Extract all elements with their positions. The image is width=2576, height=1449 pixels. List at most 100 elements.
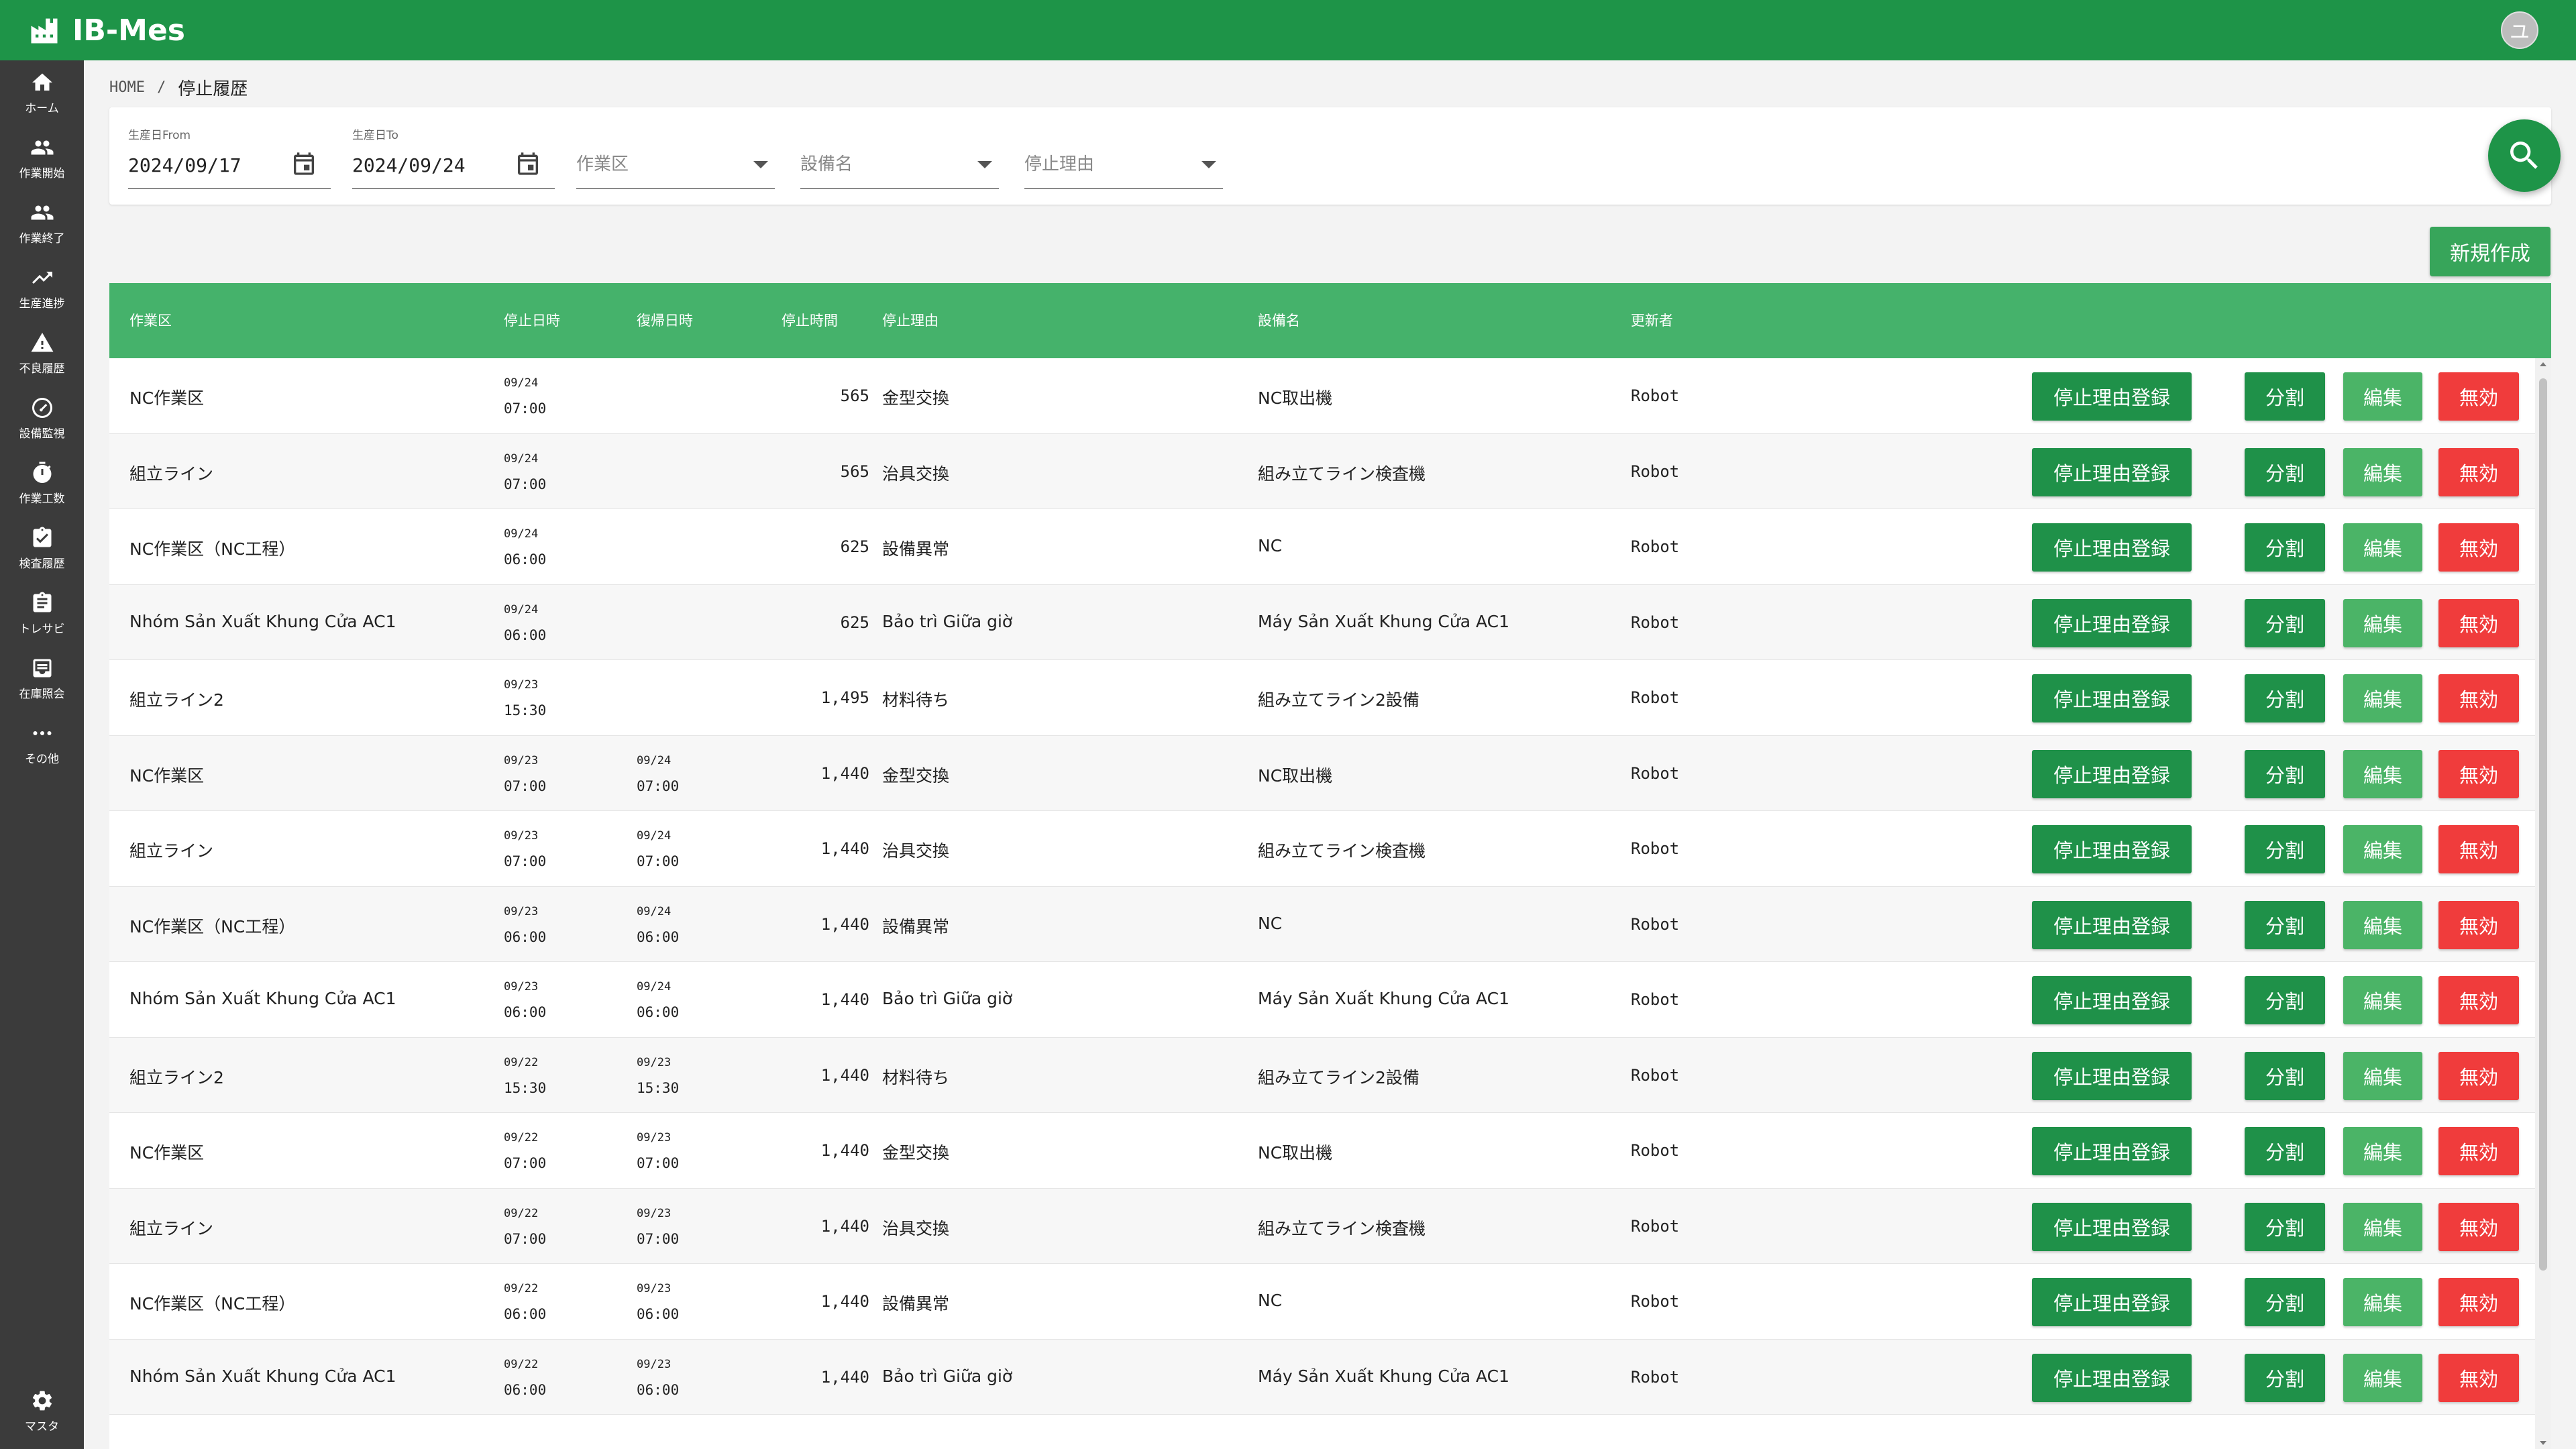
split-button[interactable]: 分割 [2245, 1353, 2325, 1402]
register-reason-button[interactable]: 停止理由登録 [2032, 1353, 2192, 1402]
register-reason-button[interactable]: 停止理由登録 [2032, 523, 2192, 572]
sidebar-item-master[interactable]: マスタ [0, 1379, 84, 1444]
column-header-stop-time[interactable]: 停止日時 [504, 313, 560, 329]
void-button[interactable]: 無効 [2438, 825, 2519, 873]
date-from-field[interactable]: 生産日From 2024/09/17 [128, 122, 331, 189]
calendar-icon[interactable] [290, 150, 317, 177]
calendar-icon[interactable] [515, 150, 541, 177]
sidebar-item-work-end[interactable]: 作業終了 [0, 191, 84, 256]
cell-recover-date: 09/23 [637, 1131, 672, 1144]
register-reason-button[interactable]: 停止理由登録 [2032, 749, 2192, 798]
void-button[interactable]: 無効 [2438, 1051, 2519, 1100]
void-button[interactable]: 無効 [2438, 674, 2519, 722]
edit-button[interactable]: 編集 [2343, 900, 2422, 949]
split-button[interactable]: 分割 [2245, 1278, 2325, 1326]
register-reason-button[interactable]: 停止理由登録 [2032, 1202, 2192, 1251]
void-button[interactable]: 無効 [2438, 447, 2519, 496]
app-logo[interactable]: IB-Mes [27, 13, 185, 48]
cell-reason: 治具交換 [882, 464, 950, 484]
search-button[interactable] [2488, 119, 2561, 192]
split-button[interactable]: 分割 [2245, 1051, 2325, 1100]
user-avatar[interactable]: ユ [2501, 11, 2538, 49]
split-button[interactable]: 分割 [2245, 598, 2325, 647]
split-button[interactable]: 分割 [2245, 1127, 2325, 1175]
column-header-duration[interactable]: 停止時間 [782, 313, 838, 329]
cell-stop-date: 09/23 [504, 829, 539, 843]
date-from-value[interactable]: 2024/09/17 [128, 154, 241, 176]
edit-button[interactable]: 編集 [2343, 976, 2422, 1024]
equipment-select[interactable]: 設備名 [800, 122, 999, 189]
edit-button[interactable]: 編集 [2343, 749, 2422, 798]
date-to-field[interactable]: 生産日To 2024/09/24 [352, 122, 555, 189]
split-button[interactable]: 分割 [2245, 523, 2325, 572]
column-header-reason[interactable]: 停止理由 [882, 313, 938, 329]
sidebar-item-work-start[interactable]: 作業開始 [0, 125, 84, 191]
new-create-button[interactable]: 新規作成 [2430, 227, 2551, 276]
split-button[interactable]: 分割 [2245, 749, 2325, 798]
scroll-down-arrow-icon[interactable] [2540, 1441, 2546, 1445]
sidebar-item-production-progress[interactable]: 生産進捗 [0, 256, 84, 321]
column-header-equipment[interactable]: 設備名 [1258, 313, 1300, 329]
void-button[interactable]: 無効 [2438, 976, 2519, 1024]
sidebar-item-equipment-monitor[interactable]: 設備監視 [0, 386, 84, 451]
register-reason-button[interactable]: 停止理由登録 [2032, 372, 2192, 421]
split-button[interactable]: 分割 [2245, 1202, 2325, 1251]
void-button[interactable]: 無効 [2438, 749, 2519, 798]
void-button[interactable]: 無効 [2438, 523, 2519, 572]
void-button[interactable]: 無効 [2438, 372, 2519, 421]
breadcrumb-home[interactable]: HOME [109, 79, 145, 96]
sidebar-item-home[interactable]: ホーム [0, 60, 84, 125]
edit-button[interactable]: 編集 [2343, 1202, 2422, 1251]
sidebar-item-other[interactable]: その他 [0, 711, 84, 776]
register-reason-button[interactable]: 停止理由登録 [2032, 900, 2192, 949]
register-reason-button[interactable]: 停止理由登録 [2032, 447, 2192, 496]
edit-button[interactable]: 編集 [2343, 598, 2422, 647]
scroll-up-arrow-icon[interactable] [2540, 362, 2546, 366]
edit-button[interactable]: 編集 [2343, 825, 2422, 873]
edit-button[interactable]: 編集 [2343, 1127, 2422, 1175]
work-area-select[interactable]: 作業区 [576, 122, 775, 189]
split-button[interactable]: 分割 [2245, 447, 2325, 496]
register-reason-button[interactable]: 停止理由登録 [2032, 825, 2192, 873]
sidebar-item-traceability[interactable]: トレサビ [0, 581, 84, 646]
register-reason-button[interactable]: 停止理由登録 [2032, 598, 2192, 647]
column-header-area[interactable]: 作業区 [129, 313, 172, 329]
sidebar-item-work-hours[interactable]: 作業工数 [0, 451, 84, 516]
edit-button[interactable]: 編集 [2343, 1353, 2422, 1402]
void-button[interactable]: 無効 [2438, 1202, 2519, 1251]
date-to-value[interactable]: 2024/09/24 [352, 154, 466, 176]
void-button[interactable]: 無効 [2438, 1353, 2519, 1402]
edit-button[interactable]: 編集 [2343, 674, 2422, 722]
cell-updater: Robot [1631, 1367, 1680, 1387]
void-button[interactable]: 無効 [2438, 1278, 2519, 1326]
column-header-recover-time[interactable]: 復帰日時 [637, 313, 693, 329]
split-button[interactable]: 分割 [2245, 825, 2325, 873]
stop-reason-select[interactable]: 停止理由 [1024, 122, 1223, 189]
split-button[interactable]: 分割 [2245, 976, 2325, 1024]
split-button[interactable]: 分割 [2245, 674, 2325, 722]
register-reason-button[interactable]: 停止理由登録 [2032, 1051, 2192, 1100]
register-reason-button[interactable]: 停止理由登録 [2032, 674, 2192, 722]
sidebar-item-inventory[interactable]: 在庫照会 [0, 646, 84, 711]
void-button[interactable]: 無効 [2438, 598, 2519, 647]
edit-button[interactable]: 編集 [2343, 1051, 2422, 1100]
scrollbar-thumb[interactable] [2539, 378, 2547, 1271]
edit-button[interactable]: 編集 [2343, 523, 2422, 572]
sidebar-item-defect-history[interactable]: 不良履歴 [0, 321, 84, 386]
edit-button[interactable]: 編集 [2343, 1278, 2422, 1326]
edit-button[interactable]: 編集 [2343, 372, 2422, 421]
cell-stop-date: 09/24 [504, 602, 539, 616]
register-reason-button[interactable]: 停止理由登録 [2032, 1127, 2192, 1175]
table-scrollbar[interactable] [2535, 358, 2551, 1449]
register-reason-button[interactable]: 停止理由登録 [2032, 976, 2192, 1024]
cell-duration: 565 [840, 462, 869, 481]
void-button[interactable]: 無効 [2438, 1127, 2519, 1175]
register-reason-button[interactable]: 停止理由登録 [2032, 1278, 2192, 1326]
edit-button[interactable]: 編集 [2343, 447, 2422, 496]
column-header-updater[interactable]: 更新者 [1631, 313, 1673, 329]
sidebar-item-inspection-history[interactable]: 検査履歴 [0, 516, 84, 581]
void-button[interactable]: 無効 [2438, 900, 2519, 949]
split-button[interactable]: 分割 [2245, 900, 2325, 949]
split-button[interactable]: 分割 [2245, 372, 2325, 421]
chevron-down-icon [977, 161, 992, 168]
